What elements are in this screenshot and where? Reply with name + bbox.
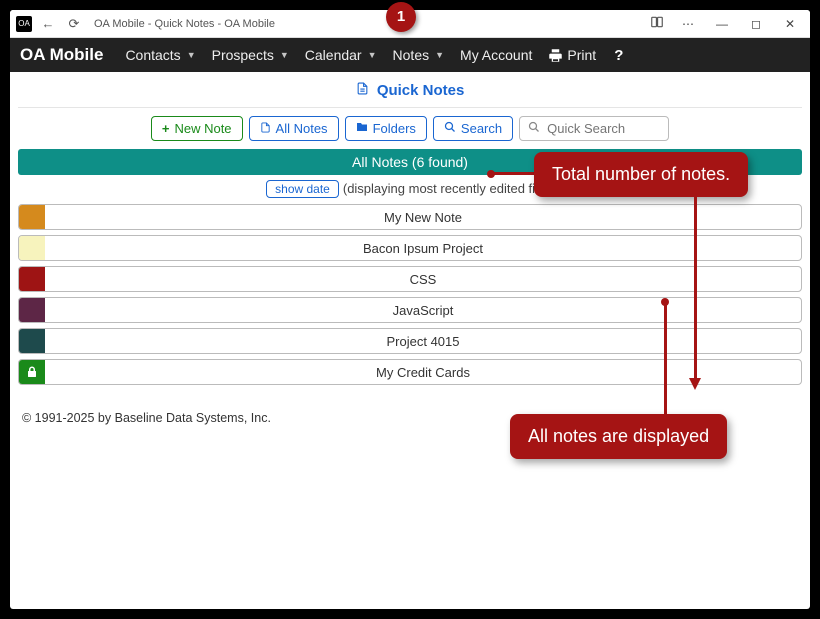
plus-icon: + — [162, 121, 170, 136]
nav-notes[interactable]: Notes ▼ — [393, 47, 445, 63]
connector-line — [491, 172, 536, 175]
connector-dot — [661, 298, 669, 306]
search-button[interactable]: Search — [433, 116, 513, 141]
caret-icon: ▼ — [368, 50, 377, 60]
nav-label: Contacts — [125, 47, 180, 63]
show-date-button[interactable]: show date — [266, 180, 339, 198]
btn-label: All Notes — [276, 121, 328, 136]
more-button[interactable]: ⋯ — [674, 17, 702, 31]
nav-label: Prospects — [212, 47, 274, 63]
note-title: CSS — [45, 267, 801, 291]
quick-search-input[interactable] — [545, 120, 660, 137]
note-color-swatch — [19, 329, 45, 353]
note-color-swatch — [19, 298, 45, 322]
brand[interactable]: OA Mobile — [20, 45, 103, 65]
app-icon: OA — [16, 16, 32, 32]
note-title: Bacon Ipsum Project — [45, 236, 801, 260]
window-title: OA Mobile - Quick Notes - OA Mobile — [94, 18, 275, 30]
callout-total: Total number of notes. — [534, 152, 748, 197]
new-note-button[interactable]: + New Note — [151, 116, 243, 141]
doc-icon — [260, 121, 271, 136]
nav-prospects[interactable]: Prospects ▼ — [212, 47, 289, 63]
connector-line — [664, 301, 667, 416]
callout-displayed: All notes are displayed — [510, 414, 727, 459]
caret-icon: ▼ — [435, 50, 444, 60]
all-notes-button[interactable]: All Notes — [249, 116, 339, 141]
nav-calendar[interactable]: Calendar ▼ — [305, 47, 377, 63]
nav-label: Print — [567, 47, 596, 63]
nav-label: My Account — [460, 47, 532, 63]
annotation-marker-1: 1 — [386, 2, 416, 32]
arrow-down-icon — [689, 378, 701, 390]
note-title: My New Note — [45, 205, 801, 229]
note-row[interactable]: My New Note — [18, 204, 802, 230]
reader-mode-icon[interactable] — [650, 15, 664, 32]
note-row[interactable]: Bacon Ipsum Project — [18, 235, 802, 261]
nav-print[interactable]: Print — [548, 47, 596, 63]
print-icon — [548, 48, 563, 63]
back-button[interactable]: ← — [38, 16, 58, 31]
note-list: My New Note Bacon Ipsum Project CSS JavaScr… — [18, 204, 802, 385]
connector-line — [694, 195, 697, 380]
note-title: JavaScript — [45, 298, 801, 322]
btn-label: Folders — [373, 121, 416, 136]
page-title: Quick Notes — [18, 78, 802, 105]
nav-my-account[interactable]: My Account — [460, 47, 532, 63]
note-row[interactable]: Project 4015 — [18, 328, 802, 354]
search-icon — [528, 121, 540, 136]
btn-label: Search — [461, 121, 502, 136]
note-row[interactable]: My Credit Cards — [18, 359, 802, 385]
note-row[interactable]: CSS — [18, 266, 802, 292]
note-color-swatch — [19, 205, 45, 229]
subline-text: (displaying most recently edited first) — [343, 181, 554, 196]
page-title-text: Quick Notes — [377, 82, 465, 99]
navbar: OA Mobile Contacts ▼ Prospects ▼ Calendar ▼… — [10, 38, 810, 72]
quick-search[interactable] — [519, 116, 669, 141]
minimize-button[interactable]: — — [708, 17, 736, 31]
nav-help[interactable]: ? — [614, 47, 623, 64]
caret-icon: ▼ — [280, 50, 289, 60]
toolbar: + New Note All Notes Folders — [18, 116, 802, 141]
folder-icon — [356, 121, 368, 136]
note-title: My Credit Cards — [45, 360, 801, 384]
note-color-swatch — [19, 267, 45, 291]
nav-label: Calendar — [305, 47, 362, 63]
lock-icon — [26, 366, 38, 378]
note-row[interactable]: JavaScript — [18, 297, 802, 323]
nav-contacts[interactable]: Contacts ▼ — [125, 47, 195, 63]
refresh-button[interactable]: ⟳ — [64, 16, 84, 32]
caret-icon: ▼ — [187, 50, 196, 60]
doc-icon — [356, 82, 373, 99]
note-color-swatch — [19, 360, 45, 384]
note-title: Project 4015 — [45, 329, 801, 353]
divider — [18, 107, 802, 108]
folders-button[interactable]: Folders — [345, 116, 427, 141]
search-icon — [444, 121, 456, 136]
maximize-button[interactable]: ◻ — [742, 17, 770, 31]
close-window-button[interactable]: ✕ — [776, 17, 804, 31]
btn-label: New Note — [174, 121, 231, 136]
nav-label: Notes — [393, 47, 430, 63]
note-color-swatch — [19, 236, 45, 260]
